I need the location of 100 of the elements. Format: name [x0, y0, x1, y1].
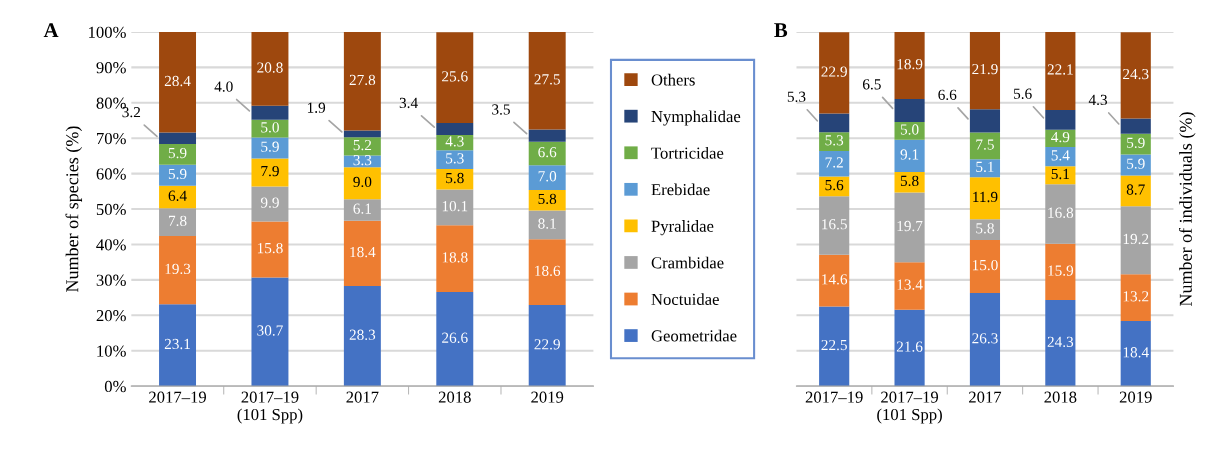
data-label: 9.9 — [260, 197, 279, 208]
bar — [251, 31, 289, 106]
bar — [1045, 31, 1076, 110]
bar — [1120, 133, 1151, 155]
data-label: 10.1 — [442, 201, 468, 212]
data-label: 8.7 — [1126, 184, 1145, 195]
data-label: 5.4 — [1051, 150, 1070, 161]
bar — [159, 31, 197, 133]
bar — [819, 32, 850, 114]
data-label: 16.8 — [1048, 207, 1074, 218]
data-label: 23.1 — [164, 338, 190, 350]
data-label: 21.9 — [972, 63, 998, 75]
data-label: 3.3 — [353, 155, 372, 166]
bar — [819, 196, 850, 255]
data-label: 28.4 — [164, 75, 191, 87]
bar — [819, 150, 850, 177]
bar — [343, 167, 381, 200]
data-label: 19.3 — [165, 263, 191, 275]
bar — [343, 137, 381, 156]
y-axis-title: Number of species (%) — [65, 126, 83, 293]
data-label: 5.0 — [900, 124, 919, 135]
data-label: 15.8 — [257, 242, 283, 254]
x-tick-label: 2017–19 — [149, 391, 207, 403]
bar — [251, 186, 289, 222]
bar — [528, 210, 566, 240]
data-label: 5.6 — [1014, 88, 1032, 99]
bar — [1120, 321, 1151, 387]
bar — [159, 164, 197, 186]
bar — [528, 189, 566, 211]
bar — [159, 208, 197, 236]
bar — [819, 132, 850, 151]
data-label: 5.8 — [900, 175, 919, 187]
data-label: 9.1 — [900, 149, 919, 160]
x-tick-label: 2017–19 (101 Spp) — [877, 391, 942, 424]
bar — [343, 199, 381, 221]
data-label: 18.6 — [535, 265, 561, 277]
data-label: 26.3 — [972, 333, 998, 344]
data-label: 22.5 — [821, 339, 847, 351]
bar — [894, 31, 925, 99]
bar — [436, 225, 474, 292]
data-label: 5.6 — [825, 179, 844, 191]
bar — [436, 169, 474, 190]
data-label: 3.5 — [492, 104, 510, 115]
data-label: 25.6 — [442, 71, 468, 82]
data-label: 5.1 — [1051, 168, 1069, 180]
data-label: 24.3 — [1047, 336, 1074, 348]
y-tick-label: 40% — [96, 239, 126, 251]
bar — [894, 98, 925, 122]
bar — [251, 105, 289, 120]
chart-title: A — [43, 23, 59, 37]
data-label: 5.3 — [825, 135, 844, 146]
x-tick-label: 2017 — [346, 391, 379, 403]
legend-label: Tortricidae — [651, 147, 724, 159]
bar — [528, 129, 566, 142]
data-label: 22.9 — [534, 339, 560, 350]
data-label: 4.9 — [1051, 131, 1070, 143]
data-label: 19.2 — [1123, 233, 1149, 245]
y-tick-label: 20% — [96, 310, 126, 322]
bar — [528, 165, 566, 190]
data-label: 19.7 — [897, 220, 923, 232]
y-tick-label: 30% — [96, 274, 126, 286]
data-label: 13.4 — [897, 279, 923, 290]
bar — [1120, 274, 1151, 321]
y-axis-title: Number of individuals (%) — [1179, 112, 1196, 307]
bar — [969, 293, 1001, 387]
data-label: 8.1 — [538, 218, 556, 229]
bar — [528, 239, 566, 306]
bar — [1120, 175, 1151, 207]
data-label: 15.0 — [972, 259, 998, 271]
y-tick-label: 50% — [96, 203, 126, 216]
data-label: 15.9 — [1048, 265, 1074, 276]
bar — [436, 123, 474, 136]
data-label: 5.8 — [446, 172, 464, 184]
legend-label: Geometridae — [651, 329, 737, 342]
legend-label: Noctuidae — [651, 293, 719, 305]
data-label: 5.0 — [261, 122, 279, 133]
data-label: 13.2 — [1123, 291, 1149, 302]
data-label: 30.7 — [257, 325, 283, 336]
data-label: 7.8 — [168, 215, 187, 227]
y-tick-label: 10% — [97, 345, 126, 357]
bar — [894, 121, 925, 140]
bar — [1045, 147, 1076, 167]
data-label: 21.6 — [896, 341, 923, 352]
bar — [343, 285, 381, 387]
bar — [528, 141, 566, 166]
data-label: 22.1 — [1047, 64, 1073, 75]
bar — [969, 159, 1001, 178]
bar — [343, 130, 381, 138]
data-label: 6.1 — [353, 203, 371, 214]
bar — [969, 31, 1001, 110]
data-label: 26.6 — [442, 332, 468, 343]
data-label: 3.4 — [399, 97, 418, 109]
bar — [343, 220, 381, 286]
data-label: 18.9 — [897, 58, 923, 70]
data-label: 16.5 — [822, 219, 847, 230]
legend-label: Crambidae — [651, 256, 724, 269]
bar — [528, 305, 566, 387]
data-label: 1.9 — [307, 102, 326, 113]
data-label: 5.9 — [1127, 137, 1145, 148]
data-label: 7.5 — [976, 139, 994, 150]
